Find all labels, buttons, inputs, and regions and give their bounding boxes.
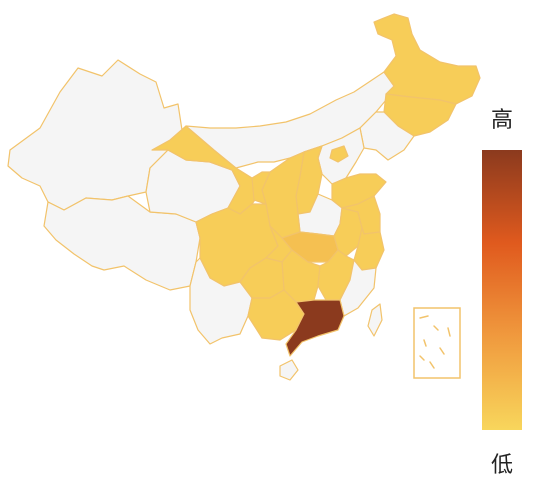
province-guangdong[interactable] — [285, 299, 345, 357]
legend-low-label: 低 — [490, 453, 513, 478]
province-beijing[interactable] — [329, 145, 349, 163]
province-inner-mongolia[interactable] — [185, 71, 395, 169]
south-china-sea-inset — [413, 307, 461, 379]
province-hainan[interactable] — [279, 359, 299, 381]
province-fujian[interactable] — [339, 259, 377, 317]
province-liaoning[interactable] — [359, 111, 415, 161]
legend-color-bar[interactable] — [482, 150, 522, 430]
province-heilongjiang[interactable] — [373, 13, 481, 105]
province-ningxia[interactable] — [251, 171, 271, 205]
province-taiwan[interactable] — [367, 303, 383, 337]
legend-high-label: 高 — [490, 108, 513, 133]
